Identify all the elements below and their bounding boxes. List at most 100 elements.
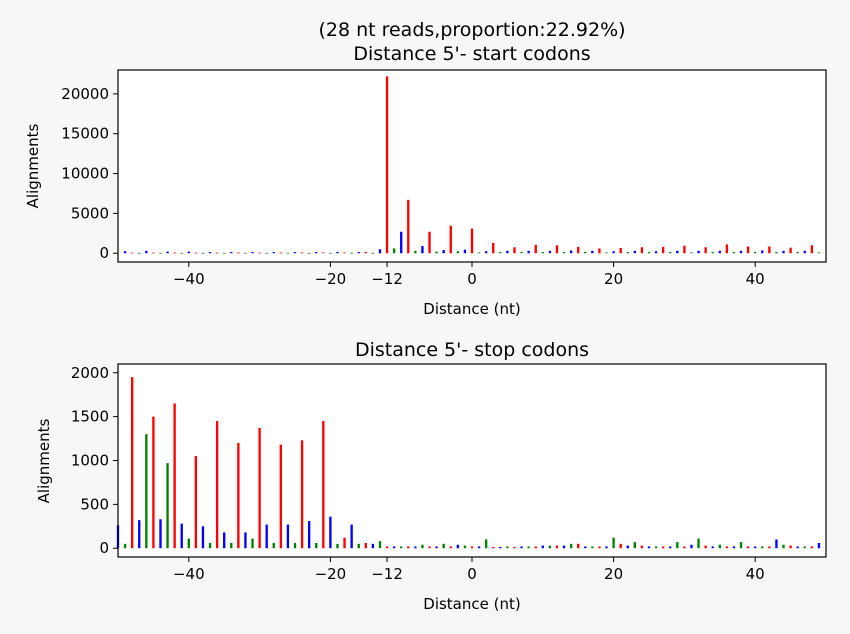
bar-series0-x-21 (322, 421, 325, 549)
bar-series1-x14 (569, 543, 573, 549)
bar-series1-x32 (697, 538, 700, 549)
bar-series0-x12 (555, 245, 559, 254)
bar-series2-x44 (782, 250, 785, 254)
bar-series0-x-27 (279, 252, 283, 254)
bar-series1-x-26 (286, 252, 290, 254)
bar-series1-x-11 (392, 248, 396, 254)
chart1-xlabel: Distance (nt) (423, 300, 520, 318)
bar-series1-x49 (817, 252, 821, 254)
plot-area (118, 364, 826, 557)
x-tick-label: −20 (315, 565, 347, 583)
bar-series0-x24 (640, 545, 644, 549)
figure-title-line1: (28 nt reads,proportion:22.92%) (318, 19, 625, 41)
bar-series1-x2 (484, 539, 488, 549)
bar-series1-x16 (584, 252, 587, 254)
bar-series1-x37 (732, 252, 736, 254)
bar-series0-x-24 (300, 252, 304, 254)
bar-series0-x39 (746, 246, 750, 254)
bar-series1-x25 (647, 252, 651, 254)
bar-series0-x42 (768, 546, 771, 549)
bar-series2-x-20 (329, 516, 332, 549)
bar-series2-x-37 (208, 252, 212, 254)
bar-series0-x21 (619, 248, 622, 254)
bar-series0-x-30 (258, 252, 261, 254)
bar-series2-x-25 (293, 252, 297, 254)
bar-series0-x15 (577, 543, 580, 549)
bar-series2-x-1 (463, 249, 467, 254)
bar-series0-x30 (683, 546, 686, 549)
bar-series2-x-17 (350, 524, 353, 549)
bar-series2-x-32 (244, 532, 247, 549)
bar-series0-x-45 (152, 252, 155, 254)
bar-series2-x-13 (378, 249, 382, 254)
bar-series2-x4 (499, 546, 502, 549)
bar-series1-x41 (761, 546, 764, 549)
bar-series1-x-29 (265, 252, 268, 254)
bar-series1-x-41 (180, 252, 183, 254)
bar-series0-x36 (725, 244, 729, 254)
bar-series1-x46 (796, 252, 799, 254)
bar-series1-x-14 (371, 252, 375, 254)
chart1-title: Distance 5'- start codons (353, 43, 590, 65)
bar-series2-x47 (803, 250, 806, 254)
y-tick-label: 5000 (71, 204, 109, 222)
bar-series1-x11 (548, 545, 552, 549)
bar-series2-x43 (775, 539, 778, 549)
bar-series0-x15 (577, 246, 580, 254)
bar-series0-x-48 (130, 377, 134, 549)
bar-series2-x25 (647, 546, 651, 549)
bar-series0-x3 (492, 546, 495, 549)
bar-series2-x13 (562, 545, 566, 549)
bar-series1-x35 (718, 544, 721, 549)
bar-series2-x10 (541, 545, 544, 549)
y-tick-label: 15000 (61, 125, 109, 143)
bar-series1-x5 (506, 546, 509, 549)
bar-series0-x-45 (152, 416, 155, 549)
bar-series0-x9 (534, 546, 537, 549)
bar-series2-x-22 (315, 252, 318, 254)
bar-series2-x-16 (357, 252, 360, 254)
bar-series0-x39 (746, 546, 750, 549)
bar-series1-x22 (626, 252, 629, 254)
bar-series1-x-13 (378, 541, 382, 549)
bar-series2-x31 (690, 544, 693, 549)
bar-series0-x18 (598, 546, 601, 549)
bar-series0-x-9 (407, 199, 410, 254)
bar-series0-x-36 (215, 252, 219, 254)
bar-series2-x-47 (138, 520, 141, 549)
y-tick-label: 500 (80, 495, 109, 513)
bar-series1-x-8 (414, 250, 417, 254)
bar-series1-x31 (690, 252, 693, 254)
bar-series0-x-48 (130, 252, 134, 254)
bar-series1-x44 (782, 544, 785, 549)
chart2-title: Distance 5'- stop codons (355, 339, 589, 361)
x-tick-label: 40 (746, 270, 765, 288)
bar-series1-x29 (676, 542, 679, 549)
bar-series2-x-26 (286, 524, 290, 549)
bar-series1-x7 (520, 252, 523, 254)
bar-series2-x-10 (400, 231, 403, 254)
bar-series1-x-16 (357, 543, 360, 549)
bar-series1-x19 (605, 252, 608, 254)
bar-series0-x9 (534, 244, 537, 254)
bar-series1-x4 (499, 252, 502, 254)
bar-series2-x-4 (442, 250, 445, 254)
bar-series2-x-11 (392, 546, 396, 549)
bar-series2-x-23 (307, 521, 311, 549)
bar-series0-x-3 (449, 225, 452, 254)
bar-series2-x11 (548, 250, 552, 254)
bar-series0-x33 (704, 247, 707, 254)
bar-series0-x-36 (215, 421, 219, 549)
bar-series2-x7 (520, 546, 523, 549)
bar-series0-x-15 (364, 542, 367, 549)
bar-series1-x-19 (336, 543, 339, 549)
chart2-xlabel: Distance (nt) (423, 595, 520, 613)
bar-series0-x-15 (364, 252, 367, 254)
bar-series2-x20 (612, 251, 615, 254)
x-tick-label: −20 (315, 270, 347, 288)
bar-series2-x-7 (421, 246, 424, 254)
bar-series2-x37 (732, 546, 736, 549)
y-tick-label: 2000 (71, 364, 109, 382)
bar-series1-x-31 (251, 538, 254, 549)
